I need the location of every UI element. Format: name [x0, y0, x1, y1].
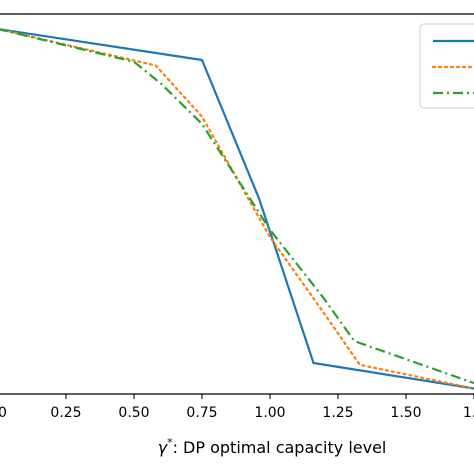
x-tick-label: 0.75	[186, 405, 217, 421]
series-line-3	[0, 28, 474, 385]
x-tick-label: 1.50	[390, 405, 421, 421]
x-tick-label: 1.00	[254, 405, 285, 421]
x-tick-label: 1.25	[322, 405, 353, 421]
x-tick-label: 00	[0, 405, 7, 421]
x-axis-label-superscript: *	[167, 436, 173, 449]
x-axis-label: γ*: DP optimal capacity level	[158, 436, 387, 457]
x-axis-label-text: : DP optimal capacity level	[173, 438, 387, 457]
series-line-2	[0, 28, 474, 390]
plot-area	[0, 13, 474, 395]
series-layer	[0, 28, 474, 390]
x-axis-label-symbol: γ	[158, 438, 169, 457]
series-line-1	[0, 28, 474, 390]
x-tick-label: 0.50	[118, 405, 149, 421]
x-tick-label: 1.7	[463, 405, 474, 421]
x-axis: 00 0.25 0.50 0.75 1.00 1.25 1.50 1.7	[0, 394, 474, 421]
legend	[419, 23, 474, 109]
x-tick-label: 0.25	[50, 405, 81, 421]
